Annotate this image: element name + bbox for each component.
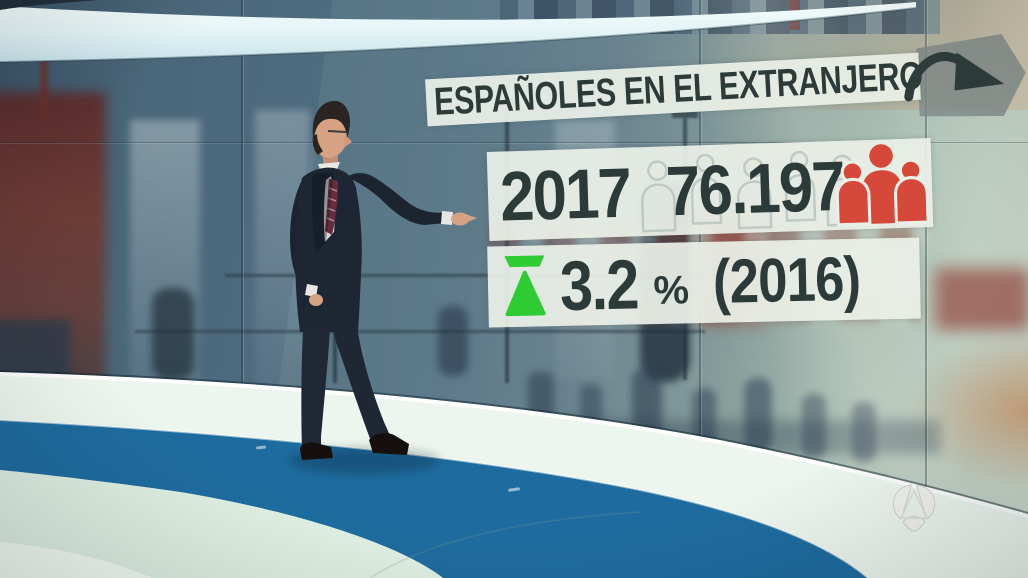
increase-arrow-icon [504,254,546,316]
wall-red-blob [935,268,1028,330]
wall-silhouette [438,306,468,376]
people-group-icon [835,144,930,227]
stat-change-reference: (2016) [712,244,861,317]
wall-seam [0,142,1028,143]
stat-year: 2017 [498,153,632,236]
trend-swoosh-arrow-icon [904,52,1005,102]
wall-silhouette [152,288,194,380]
stat-value: 76.197 [664,146,845,230]
wall-seam [241,0,243,392]
wall-red-tower-spire [40,58,48,118]
presenter [290,100,477,460]
wall-railing [225,274,705,277]
wall-walker [744,378,772,452]
wall-seam [925,0,927,512]
antena3-logo-icon [892,484,936,532]
infographic-change-panel: 3.2 % (2016) [487,237,921,328]
infographic-year-panel: 2017 76.197 [486,138,934,241]
wall-walker [852,402,876,462]
ceiling-light [0,0,917,63]
wall-lamp-post [505,105,509,383]
wall-warm-glow [905,330,1028,490]
stat-change-unit: % [653,268,690,314]
wall-lamp-cap [672,111,698,118]
wall-walker [802,394,826,458]
stat-change-value: 3.2 [559,244,639,325]
wall-railing [135,330,705,333]
